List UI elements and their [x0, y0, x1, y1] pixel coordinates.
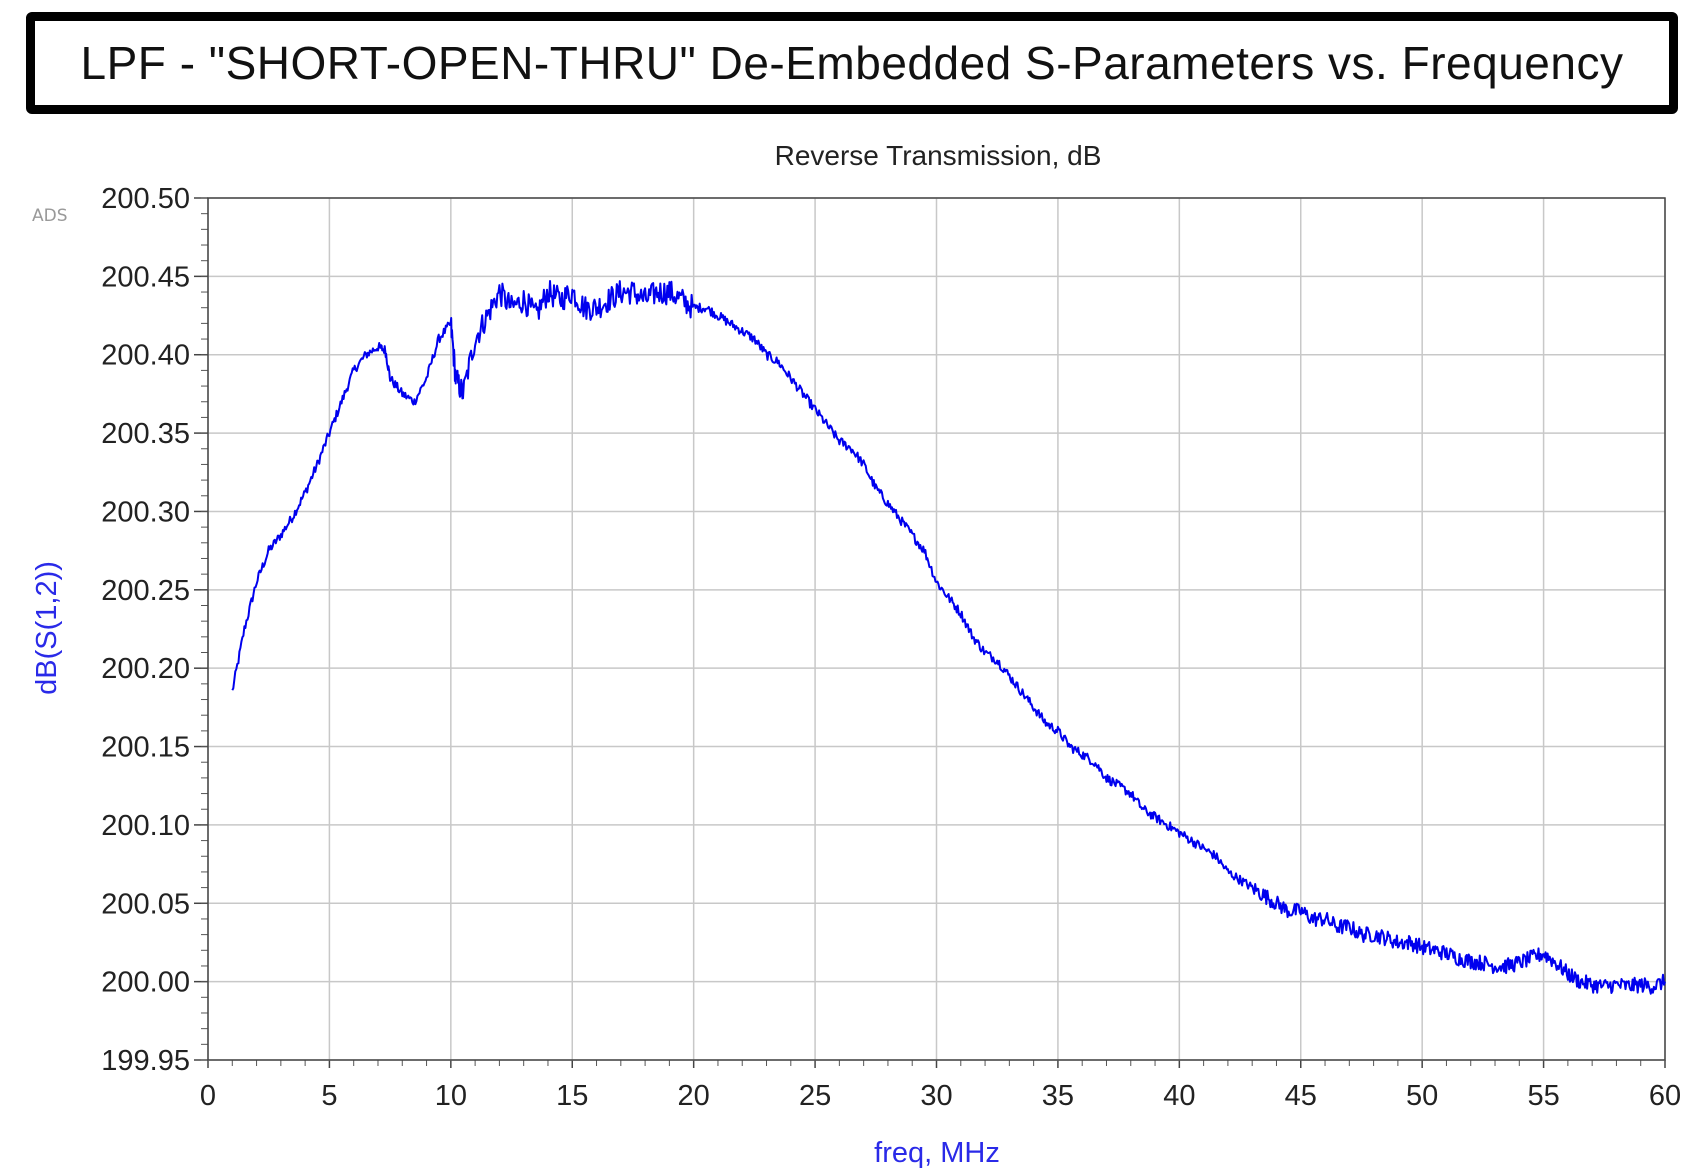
y-tick-label: 200.25 — [101, 575, 190, 607]
x-tick-label: 30 — [920, 1080, 952, 1112]
x-tick-label: 45 — [1285, 1080, 1317, 1112]
y-tick-label: 200.05 — [101, 888, 190, 920]
y-tick-label: 200.15 — [101, 732, 190, 764]
x-tick-label: 20 — [678, 1080, 710, 1112]
x-tick-label: 10 — [435, 1080, 467, 1112]
x-tick-label: 50 — [1406, 1080, 1438, 1112]
title-box: LPF - "SHORT-OPEN-THRU" De-Embedded S-Pa… — [26, 12, 1678, 114]
x-tick-label: 40 — [1163, 1080, 1195, 1112]
minor-ticks — [201, 197, 1642, 1066]
chart-title: Reverse Transmission, dB — [775, 140, 1102, 171]
y-axis-label: dB(S(1,2)) — [31, 561, 63, 695]
page-title: LPF - "SHORT-OPEN-THRU" De-Embedded S-Pa… — [80, 37, 1624, 89]
y-tick-label: 200.00 — [101, 967, 190, 999]
y-tick-label: 200.30 — [101, 496, 190, 528]
x-axis-label: freq, MHz — [874, 1137, 1000, 1169]
x-tick-label: 35 — [1042, 1080, 1074, 1112]
y-tick-label: 200.40 — [101, 340, 190, 372]
series-layer — [231, 280, 1666, 995]
y-tick-label: 200.35 — [101, 418, 190, 450]
y-tick-labels: 199.95 200.00 200.05 200.10 200.15 200.20 200.… — [101, 183, 190, 1077]
x-tick-label: 0 — [200, 1080, 216, 1112]
y-tick-label: 199.95 — [101, 1045, 190, 1077]
x-tick-label: 5 — [321, 1080, 337, 1112]
y-tick-label: 200.20 — [101, 653, 190, 685]
ads-watermark: ADS — [32, 206, 68, 226]
x-tick-labels: 0 5 10 15 20 25 30 35 40 45 50 55 60 — [200, 1080, 1681, 1112]
y-tick-label: 200.10 — [101, 810, 190, 842]
x-tick-label: 25 — [799, 1080, 831, 1112]
x-tick-label: 15 — [556, 1080, 588, 1112]
y-tick-label: 200.45 — [101, 261, 190, 293]
x-tick-label: 60 — [1649, 1080, 1681, 1112]
x-tick-label: 55 — [1527, 1080, 1559, 1112]
series-line — [231, 280, 1666, 995]
plot-frame — [207, 197, 1666, 1061]
grid — [194, 197, 1666, 1068]
y-tick-label: 200.50 — [101, 183, 190, 215]
